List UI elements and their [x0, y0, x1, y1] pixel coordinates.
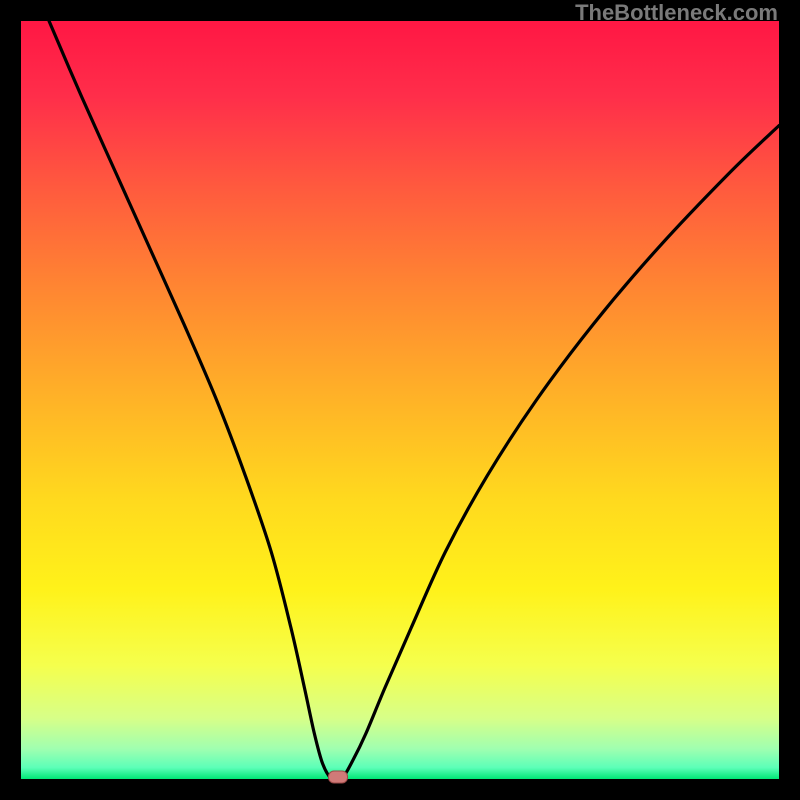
plot-area — [21, 21, 779, 779]
minimum-marker — [328, 770, 348, 783]
curve-svg — [21, 21, 779, 779]
chart-container: TheBottleneck.com — [0, 0, 800, 800]
bottleneck-curve — [49, 21, 779, 779]
watermark-text: TheBottleneck.com — [575, 0, 778, 26]
